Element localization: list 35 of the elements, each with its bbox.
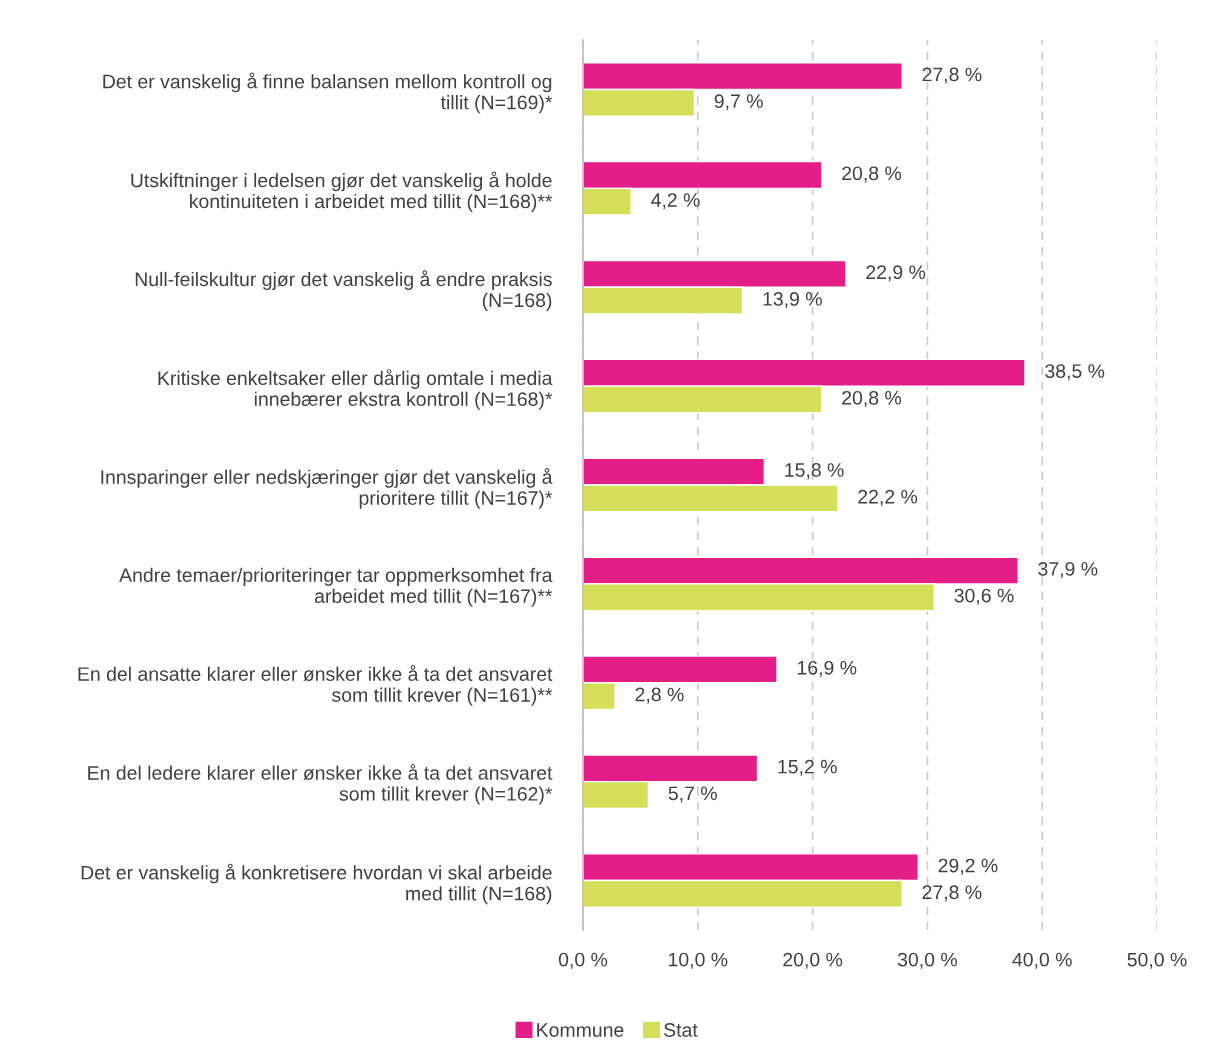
- data-label: 37,9 %: [1038, 561, 1098, 579]
- data-label: 2,8 %: [635, 687, 684, 704]
- y-tick-label: Det er vanskelig å konkretisere hvordan vi skal arbeide med tillit (N=168): [81, 863, 552, 905]
- y-tick-label: Andre temaer/prioriteringer tar oppmerksomhet fra arbeidet med tillit (N=167)**: [119, 567, 553, 607]
- y-tick-label: En del ledere klarer eller ønsker ikke å ta det ansvaret som tillit krever (N=162)*: [88, 763, 553, 805]
- x-tick-label: 50,0 %: [1127, 952, 1187, 969]
- data-label: 27,8 %: [922, 885, 982, 902]
- data-label: 29,2 %: [938, 858, 998, 875]
- data-label: 38,5 %: [1045, 364, 1105, 381]
- y-tick-label: Innsparinger eller nedskjæringer gjør det vanskelig å prioritere tillit (N=167)*: [101, 468, 553, 509]
- y-tick-label: Det er vanskelig å finne balansen mellom kontroll og tillit (N=169)*: [103, 72, 553, 114]
- y-tick-label: En del ansatte klarer eller ønsker ikke å ta det ansvaret som tillit krever (N=161)**: [78, 665, 553, 706]
- legend-label: Kommune: [537, 1023, 624, 1037]
- data-label: 20,8 %: [842, 166, 902, 183]
- data-label: 30,6 %: [954, 588, 1014, 605]
- x-tick-label: 30,0 %: [897, 952, 957, 969]
- data-label: 16,9 %: [797, 660, 857, 677]
- x-tick-label: 0,0 %: [558, 952, 608, 969]
- data-label: 27,8 %: [922, 67, 982, 84]
- x-tick-label: 10,0 %: [669, 952, 728, 969]
- data-label: 22,2 %: [858, 489, 918, 506]
- y-tick-label: Utskiftninger i ledelsen gjør det vanskelig å holde kontinuiteten i arbeidet med tillit (N=168)**: [131, 171, 553, 213]
- x-tick-label: 40,0 %: [1012, 952, 1072, 969]
- data-label: 20,8 %: [842, 390, 902, 407]
- data-label: 22,9 %: [866, 265, 926, 282]
- data-label: 4,2 %: [651, 193, 700, 210]
- data-label: 15,2 %: [778, 759, 837, 776]
- x-tick-label: 20,0 %: [783, 952, 843, 969]
- data-label: 9,7 %: [714, 94, 763, 111]
- legend-label: Stat: [664, 1023, 698, 1037]
- data-label: 5,7 %: [668, 786, 717, 803]
- data-label: 15,8 %: [785, 463, 844, 480]
- y-tick-label: Kritiske enkeltsaker eller dårlig omtale i media innebærer ekstra kontroll (N=168)*: [158, 369, 553, 410]
- data-label: 13,9 %: [763, 292, 822, 309]
- y-tick-label: Null-feilskultur gjør det vanskelig å endre praksis (N=168): [135, 270, 552, 311]
